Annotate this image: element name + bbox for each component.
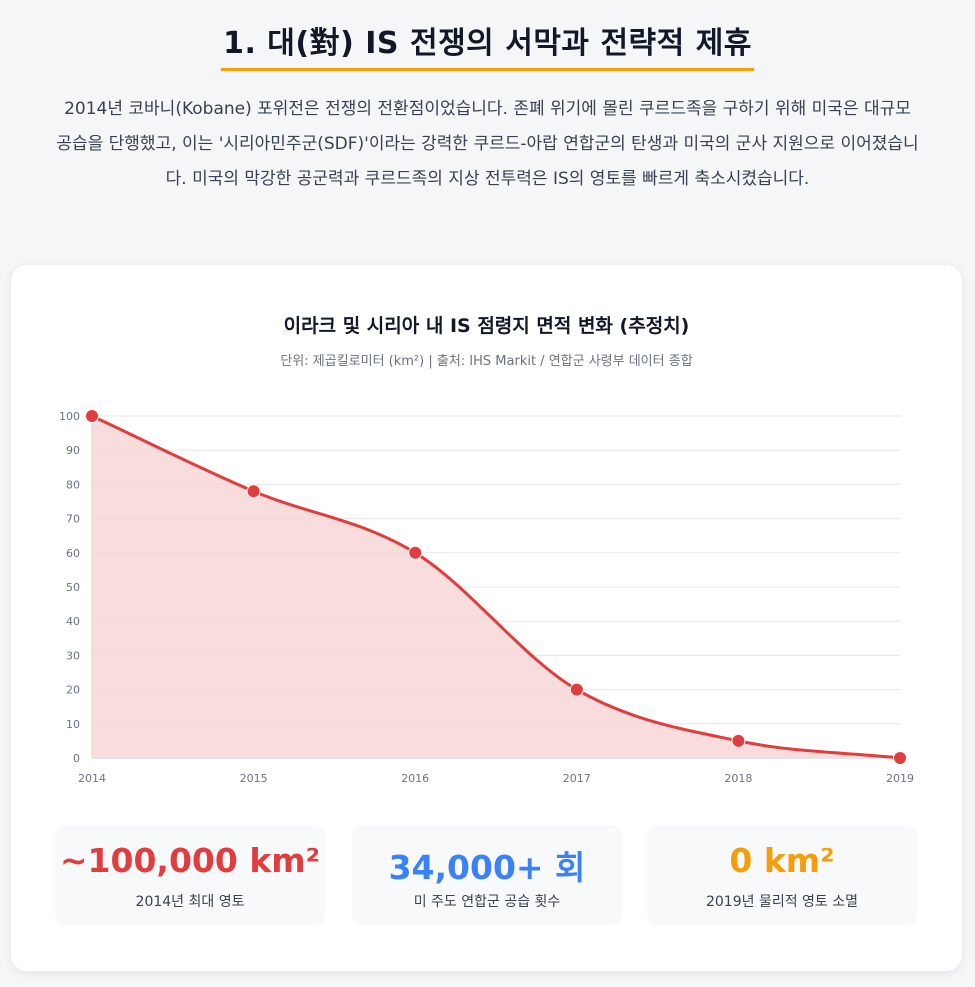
y-tick-label: 50 (66, 581, 80, 594)
y-axis-ticks: 0 10 20 30 40 50 60 70 80 90 100 (59, 410, 80, 765)
series-line (91, 414, 901, 760)
y-tick-label: 20 (66, 684, 80, 697)
stat-card-max-territory: ~100,000 km² 2014년 최대 영토 (55, 825, 325, 925)
data-point[interactable] (731, 733, 746, 748)
chart-card: 이라크 및 시리아 내 IS 점령지 면적 변화 (추정치) 단위: 제곱킬로미… (11, 265, 962, 971)
chart-subtitle: 단위: 제곱킬로미터 (km²) | 출처: IHS Markit / 연합군 … (280, 354, 693, 369)
stat-card-territory-lost: 0 km² 2019년 물리적 영토 소멸 (647, 825, 917, 925)
data-point[interactable] (893, 751, 907, 765)
x-tick-label: 2016 (401, 772, 429, 785)
data-point[interactable] (246, 484, 261, 499)
stat-value-airstrikes: 34,000+ 회 (388, 848, 586, 887)
y-tick-label: 40 (66, 615, 80, 628)
stat-card-airstrikes: 34,000+ 회 미 주도 연합군 공습 횟수 (352, 825, 622, 925)
x-tick-label: 2015 (240, 772, 268, 785)
y-tick-label: 0 (73, 752, 80, 765)
data-point[interactable] (569, 682, 584, 697)
y-tick-label: 100 (59, 410, 80, 423)
y-tick-label: 90 (66, 444, 80, 457)
chart-title: 이라크 및 시리아 내 IS 점령지 면적 변화 (추정치) (283, 315, 690, 337)
stat-value-max-territory: ~100,000 km² (59, 841, 321, 880)
stat-label-max-territory: 2014년 최대 영토 (135, 894, 245, 910)
section-title-wrap: 1. 대(對) IS 전쟁의 서막과 전략적 제휴 (0, 18, 975, 71)
x-axis-ticks: 2014 2015 2016 2017 2018 2019 (78, 772, 914, 785)
stat-value-territory-lost: 0 km² (729, 841, 835, 880)
data-point[interactable] (408, 545, 423, 560)
intro-paragraph: 2014년 코바니(Kobane) 포위전은 전쟁의 전환점이었습니다. 존폐 … (56, 99, 919, 189)
y-tick-label: 70 (66, 513, 80, 526)
y-tick-label: 60 (66, 547, 80, 560)
x-tick-label: 2014 (78, 772, 106, 785)
x-tick-label: 2018 (724, 772, 752, 785)
stat-label-airstrikes: 미 주도 연합군 공습 횟수 (413, 894, 561, 910)
data-point[interactable] (85, 409, 99, 423)
y-tick-label: 80 (66, 478, 80, 491)
x-tick-label: 2019 (886, 772, 914, 785)
stat-label-territory-lost: 2019년 물리적 영토 소멸 (705, 894, 859, 910)
section-title: 1. 대(對) IS 전쟁의 서막과 전략적 제휴 (221, 18, 754, 71)
x-tick-label: 2017 (563, 772, 591, 785)
y-tick-label: 30 (66, 649, 80, 662)
series-points (85, 409, 907, 765)
series-area-fill (92, 416, 900, 758)
y-tick-label: 10 (66, 718, 80, 731)
